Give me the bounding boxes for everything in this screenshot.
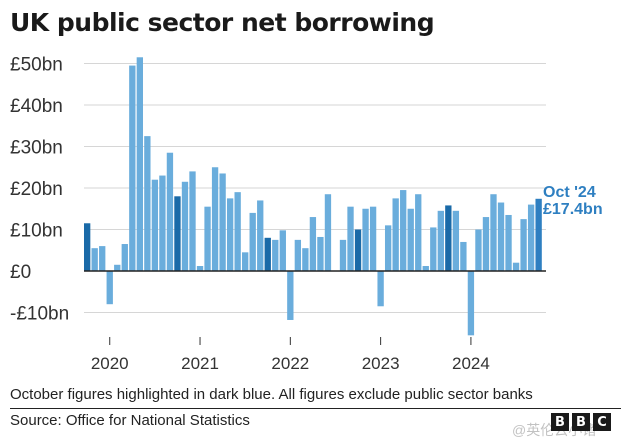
bar — [226, 198, 234, 271]
x-tick-label: 2024 — [452, 354, 490, 373]
bar — [317, 236, 324, 271]
bar — [91, 248, 98, 271]
x-tick-label: 2021 — [181, 354, 219, 373]
bar — [407, 208, 414, 271]
bar — [505, 214, 512, 271]
bar — [279, 230, 286, 271]
logo-letter: C — [593, 413, 611, 431]
bar — [377, 271, 384, 307]
bar — [369, 206, 377, 271]
bar — [392, 198, 399, 271]
bar — [204, 206, 211, 271]
bar — [114, 264, 121, 271]
bar — [249, 212, 256, 271]
logo-letter: B — [572, 413, 590, 431]
bbc-logo: B B C — [551, 413, 611, 431]
bar — [106, 271, 113, 305]
x-tick-label: 2020 — [91, 354, 129, 373]
bar — [467, 271, 475, 336]
bar — [347, 206, 354, 271]
annotation-label: Oct '24 — [543, 184, 596, 201]
y-tick-label: £30bn — [10, 138, 63, 159]
chart-title: UK public sector net borrowing — [10, 8, 435, 37]
bar — [490, 194, 497, 271]
bar — [144, 136, 151, 271]
bar — [196, 266, 204, 271]
x-tick-label: 2022 — [271, 354, 309, 373]
bar — [302, 248, 309, 271]
bar — [84, 223, 91, 271]
bar — [354, 229, 362, 271]
bar — [159, 175, 166, 271]
x-tick-label: 2023 — [362, 354, 400, 373]
bar — [151, 179, 159, 271]
bar — [445, 205, 452, 271]
bar — [415, 194, 422, 271]
bar — [99, 246, 106, 271]
bar — [497, 202, 505, 271]
bar — [257, 200, 264, 271]
bar-chart: £50bn £40bn £30bn £20bn £10bn £0 -£10bn 2020 202… — [10, 55, 603, 374]
bar — [400, 190, 407, 271]
bar — [189, 171, 196, 271]
divider — [10, 408, 621, 409]
bar — [430, 227, 437, 271]
annotation-value: £17.4bn — [543, 201, 603, 218]
chart-note: October figures highlighted in dark blue… — [10, 386, 533, 403]
y-tick-label: £0 — [10, 262, 31, 283]
bar — [272, 239, 279, 271]
bar — [512, 262, 520, 271]
bar — [166, 152, 174, 271]
bar — [482, 217, 490, 271]
bar — [309, 217, 317, 271]
y-tick-label: £50bn — [10, 55, 63, 76]
bar — [527, 204, 535, 271]
bar — [362, 208, 369, 271]
bar — [520, 219, 527, 271]
logo-letter: B — [551, 413, 569, 431]
bar — [339, 239, 347, 271]
bar — [264, 237, 271, 271]
bar — [475, 229, 482, 271]
bar — [136, 57, 143, 272]
bar — [129, 65, 136, 271]
bar — [181, 181, 189, 271]
bar — [287, 271, 294, 320]
source-text: Source: Office for National Statistics — [10, 412, 250, 429]
bar — [294, 239, 302, 271]
y-tick-label: £40bn — [10, 96, 63, 117]
bar — [460, 241, 467, 271]
bar — [384, 225, 392, 271]
bar — [121, 244, 128, 271]
bar — [174, 196, 181, 271]
bar — [422, 266, 429, 271]
bar — [242, 252, 249, 271]
bar — [219, 173, 226, 271]
bar — [437, 210, 444, 271]
y-tick-label: £10bn — [10, 221, 63, 242]
bar — [535, 198, 542, 271]
bar — [234, 192, 241, 271]
bar — [324, 194, 332, 271]
bar — [211, 167, 219, 271]
bar — [452, 210, 460, 271]
y-tick-label: -£10bn — [10, 304, 69, 325]
y-tick-label: £20bn — [10, 179, 63, 200]
